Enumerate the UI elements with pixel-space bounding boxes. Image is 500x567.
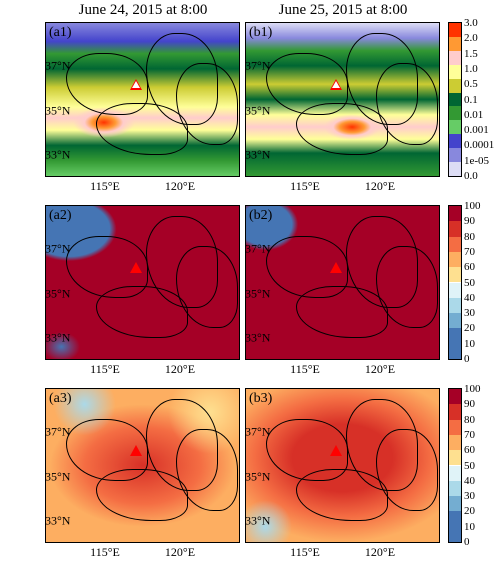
colorbar-tick: 90 (464, 215, 475, 227)
colorbar-tick: 3.0 (464, 17, 478, 29)
colorbar-tick: 60 (464, 261, 475, 273)
colorbar-tick: 30 (464, 307, 475, 319)
colorbar-tick: 10 (464, 521, 475, 533)
colorbar-tick: 100 (464, 200, 481, 212)
colorbar-tick: 0 (464, 536, 470, 548)
colorbar-tick: 20 (464, 322, 475, 334)
x-tick-label: 120°E (165, 179, 195, 194)
colorbar-tick: 0.0 (464, 170, 478, 182)
panel-label: (a1) (49, 25, 72, 41)
colorbar-tick: 1.0 (464, 63, 478, 75)
colorbar-tick: 80 (464, 231, 475, 243)
colorbar-tick: 80 (464, 414, 475, 426)
x-tick-label: 115°E (90, 179, 120, 194)
x-tick-label: 120°E (165, 545, 195, 560)
colorbar-tick: 40 (464, 292, 475, 304)
colorbar-tick: 30 (464, 490, 475, 502)
colorbar-tick: 20 (464, 505, 475, 517)
map-panel-b2: (b2) (245, 205, 440, 360)
map-panel-a3: (a3) (45, 388, 240, 543)
figure-root: June 24, 2015 at 8:00June 25, 2015 at 8:… (0, 0, 500, 567)
colorbar-tick: 0.5 (464, 78, 478, 90)
panel-label: (b2) (249, 208, 272, 224)
panel-label: (b3) (249, 391, 272, 407)
panel-label: (b1) (249, 25, 272, 41)
colorbar-pct: 1009080706050403020100 (448, 205, 462, 360)
x-tick-label: 115°E (90, 545, 120, 560)
column-title: June 25, 2015 at 8:00 (243, 2, 443, 19)
colorbar-tick: 1.5 (464, 48, 478, 60)
colorbar-tick: 2.0 (464, 32, 478, 44)
colorbar-tick: 40 (464, 475, 475, 487)
station-marker (130, 445, 142, 456)
x-tick-label: 115°E (290, 179, 320, 194)
colorbar-tick: 0.1 (464, 94, 478, 106)
x-tick-label: 115°E (290, 362, 320, 377)
station-marker (330, 445, 342, 456)
colorbar-pct: 1009080706050403020100 (448, 388, 462, 543)
colorbar-tick: 0.01 (464, 109, 483, 121)
panel-label: (a2) (49, 208, 72, 224)
map-panel-b1: (b1) (245, 22, 440, 177)
colorbar-tick: 10 (464, 338, 475, 350)
map-panel-a2: (a2) (45, 205, 240, 360)
x-tick-label: 115°E (90, 362, 120, 377)
x-tick-label: 120°E (365, 362, 395, 377)
station-marker (330, 262, 342, 273)
x-tick-label: 120°E (165, 362, 195, 377)
colorbar-tick: 1e-05 (464, 155, 489, 167)
colorbar-tick: 60 (464, 444, 475, 456)
colorbar-tick: 70 (464, 246, 475, 258)
colorbar-tick: 0 (464, 353, 470, 365)
station-marker (130, 79, 142, 90)
x-tick-label: 120°E (365, 179, 395, 194)
x-tick-label: 115°E (290, 545, 320, 560)
station-marker (130, 262, 142, 273)
colorbar-tick: 0.0001 (464, 139, 494, 151)
column-title: June 24, 2015 at 8:00 (43, 2, 243, 19)
colorbar-tick: 100 (464, 383, 481, 395)
colorbar-tick: 50 (464, 277, 475, 289)
map-panel-a1: (a1) (45, 22, 240, 177)
colorbar-tick: 90 (464, 398, 475, 410)
station-marker (330, 79, 342, 90)
colorbar-aerosol: 3.02.01.51.00.50.10.010.0010.00011e-050.… (448, 22, 462, 177)
colorbar-tick: 0.001 (464, 124, 489, 136)
colorbar-tick: 50 (464, 460, 475, 472)
map-panel-b3: (b3) (245, 388, 440, 543)
x-tick-label: 120°E (365, 545, 395, 560)
colorbar-tick: 70 (464, 429, 475, 441)
panel-label: (a3) (49, 391, 72, 407)
